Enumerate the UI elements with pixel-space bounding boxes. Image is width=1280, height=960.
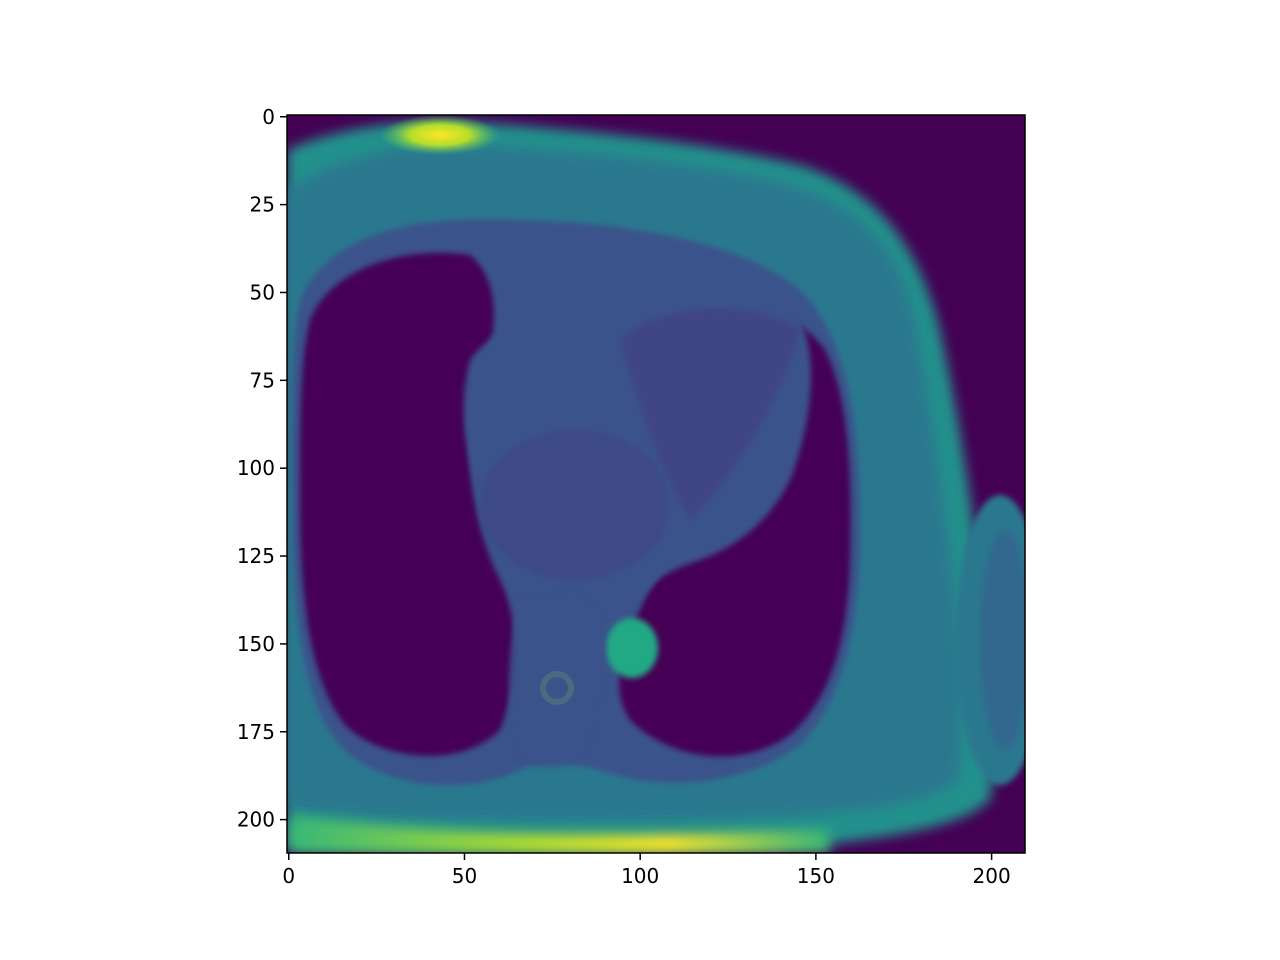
ventricle-wall bbox=[620, 308, 800, 520]
x-tick-label: 200 bbox=[973, 864, 1011, 888]
y-tick-label: 175 bbox=[237, 720, 275, 744]
y-tick-label: 75 bbox=[250, 368, 275, 392]
y-tick-label: 125 bbox=[237, 544, 275, 568]
plot-frame bbox=[286, 114, 1026, 854]
y-tick-label: 150 bbox=[237, 632, 275, 656]
posterior-bright-band bbox=[287, 815, 830, 853]
right-arm-inner bbox=[980, 530, 1025, 750]
anterior-hotspot bbox=[380, 115, 500, 155]
y-tick-label: 200 bbox=[237, 808, 275, 832]
x-tick-label: 50 bbox=[452, 864, 477, 888]
x-tick-label: 100 bbox=[621, 864, 659, 888]
vertebra bbox=[508, 593, 604, 768]
x-tick-label: 0 bbox=[282, 864, 295, 888]
left-atrium bbox=[480, 430, 670, 580]
left-lung bbox=[300, 252, 515, 756]
descending-aorta bbox=[606, 618, 658, 678]
mri-image bbox=[287, 115, 1025, 853]
y-tick-label: 100 bbox=[237, 456, 275, 480]
y-tick-label: 25 bbox=[250, 193, 275, 217]
y-tick-label: 50 bbox=[250, 280, 275, 304]
x-axis: 0 50 100 150 200 bbox=[282, 853, 1011, 888]
y-axis: 0 25 50 75 100 125 150 175 200 bbox=[237, 105, 287, 832]
x-tick-label: 150 bbox=[797, 864, 835, 888]
y-tick-label: 0 bbox=[262, 105, 275, 129]
